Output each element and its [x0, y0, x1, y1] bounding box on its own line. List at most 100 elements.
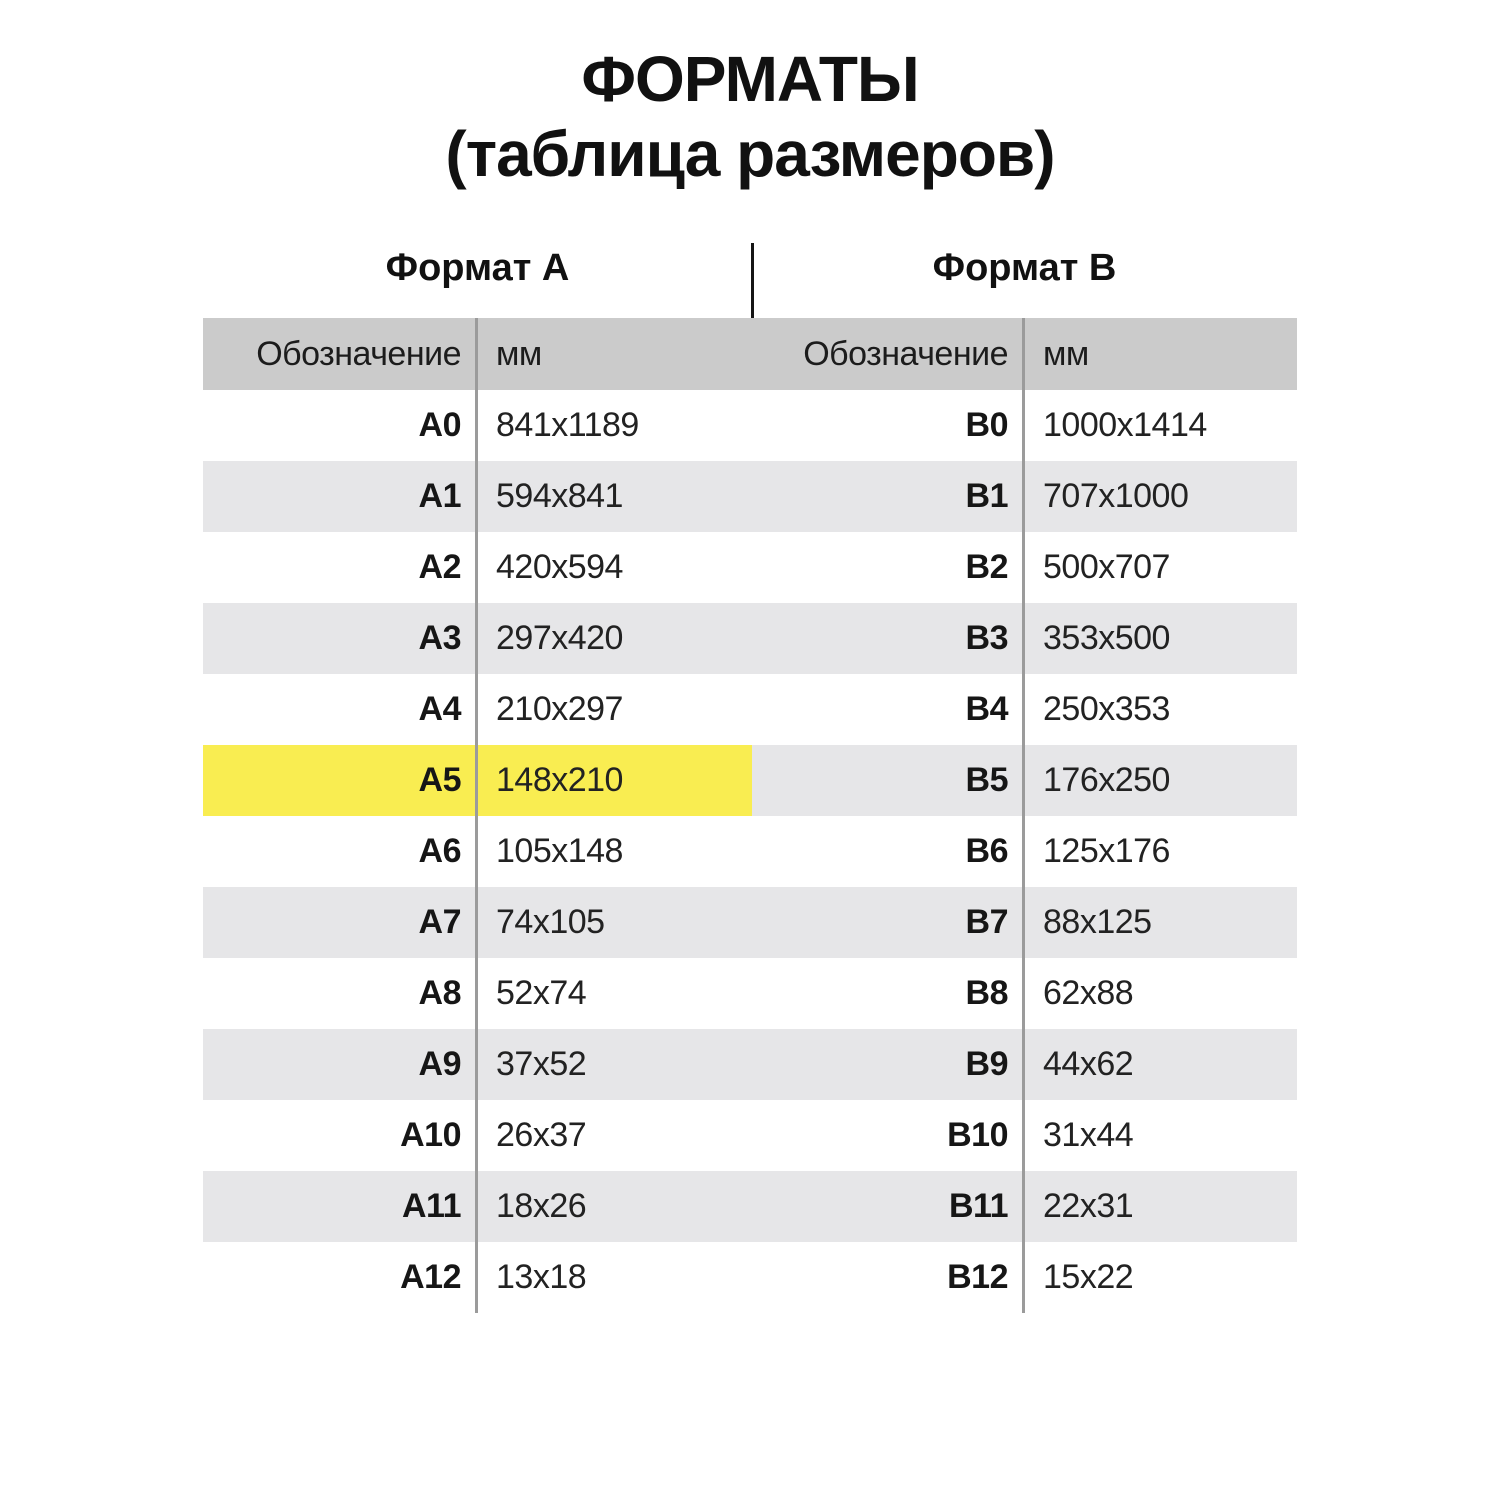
size-cell: 841x1189 — [478, 390, 752, 461]
table-a-row-half: A7 74x105 — [203, 887, 752, 958]
table-row: A8 52x74 B8 62x88 — [203, 958, 1297, 1029]
designation-cell: B1 — [752, 461, 1025, 532]
table-row: A7 74x105 B7 88x125 — [203, 887, 1297, 958]
table-row: A11 18x26 B11 22x31 — [203, 1171, 1297, 1242]
table-b-row-half: B5 176x250 — [752, 745, 1297, 816]
designation-cell: A8 — [203, 958, 478, 1029]
designation-cell: A0 — [203, 390, 478, 461]
size-cell: 594x841 — [478, 461, 752, 532]
designation-cell: A4 — [203, 674, 478, 745]
table-b-row-half: B12 15x22 — [752, 1242, 1297, 1313]
size-cell: 420x594 — [478, 532, 752, 603]
format-b-title: Формат B — [932, 247, 1117, 289]
size-cell: 74x105 — [478, 887, 752, 958]
size-cell: 250x353 — [1025, 674, 1297, 745]
size-cell: 500x707 — [1025, 532, 1297, 603]
table-b-row-half: B8 62x88 — [752, 958, 1297, 1029]
size-cell: 1000x1414 — [1025, 390, 1297, 461]
designation-cell: B11 — [752, 1171, 1025, 1242]
size-cell: 210x297 — [478, 674, 752, 745]
table-a-row-half: A4 210x297 — [203, 674, 752, 745]
size-cell: 148x210 — [478, 745, 752, 816]
designation-cell: A12 — [203, 1242, 478, 1313]
size-cell: 62x88 — [1025, 958, 1297, 1029]
title-line-2: (таблица размеров) — [445, 118, 1055, 190]
table-row: A4 210x297 B4 250x353 — [203, 674, 1297, 745]
table-a-row-half: A3 297x420 — [203, 603, 752, 674]
mm-column-header: мм — [478, 318, 752, 390]
size-cell: 125x176 — [1025, 816, 1297, 887]
table-a-header-half: Обозначение мм — [203, 318, 752, 390]
table-row: A2 420x594 B2 500x707 — [203, 532, 1297, 603]
size-cell: 13x18 — [478, 1242, 752, 1313]
size-cell: 37x52 — [478, 1029, 752, 1100]
table-a-row-half: A8 52x74 — [203, 958, 752, 1029]
designation-cell: B6 — [752, 816, 1025, 887]
table-a-row-half: A12 13x18 — [203, 1242, 752, 1313]
designation-cell: A9 — [203, 1029, 478, 1100]
size-cell: 353x500 — [1025, 603, 1297, 674]
table-a-row-half: A9 37x52 — [203, 1029, 752, 1100]
format-a-title: Формат А — [385, 247, 570, 289]
size-cell: 31x44 — [1025, 1100, 1297, 1171]
designation-cell: B9 — [752, 1029, 1025, 1100]
table-a-row-half: A0 841x1189 — [203, 390, 752, 461]
page-title: ФОРМАТЫ (таблица размеров) — [0, 42, 1500, 192]
designation-cell: B5 — [752, 745, 1025, 816]
table-header-row: Обозначение мм Обозначение мм — [203, 318, 1297, 390]
table-b-row-half: B6 125x176 — [752, 816, 1297, 887]
designation-cell: B2 — [752, 532, 1025, 603]
designation-cell: A10 — [203, 1100, 478, 1171]
table-row: A9 37x52 B9 44x62 — [203, 1029, 1297, 1100]
size-cell: 105x148 — [478, 816, 752, 887]
size-cell: 18x26 — [478, 1171, 752, 1242]
table-a-row-half: A2 420x594 — [203, 532, 752, 603]
table-b-row-half: B10 31x44 — [752, 1100, 1297, 1171]
table-row: A5 148x210 B5 176x250 — [203, 745, 1297, 816]
designation-column-header: Обозначение — [752, 318, 1025, 390]
designation-cell: B8 — [752, 958, 1025, 1029]
table-row: A1 594x841 B1 707x1000 — [203, 461, 1297, 532]
designation-cell: B0 — [752, 390, 1025, 461]
designation-cell: B7 — [752, 887, 1025, 958]
table-a-row-half: A1 594x841 — [203, 461, 752, 532]
designation-cell: A6 — [203, 816, 478, 887]
size-cell: 26x37 — [478, 1100, 752, 1171]
table-a-row-half: A5 148x210 — [203, 745, 752, 816]
size-cell: 707x1000 — [1025, 461, 1297, 532]
table-row: A10 26x37 B10 31x44 — [203, 1100, 1297, 1171]
size-cell: 88x125 — [1025, 887, 1297, 958]
designation-cell: B10 — [752, 1100, 1025, 1171]
table-b-row-half: B3 353x500 — [752, 603, 1297, 674]
designation-column-header: Обозначение — [203, 318, 478, 390]
table-b-row-half: B1 707x1000 — [752, 461, 1297, 532]
size-cell: 22x31 — [1025, 1171, 1297, 1242]
table-b-row-half: B9 44x62 — [752, 1029, 1297, 1100]
designation-cell: A7 — [203, 887, 478, 958]
table-b-row-half: B11 22x31 — [752, 1171, 1297, 1242]
designation-cell: B12 — [752, 1242, 1025, 1313]
table-b-row-half: B2 500x707 — [752, 532, 1297, 603]
table-a-row-half: A10 26x37 — [203, 1100, 752, 1171]
size-cell: 44x62 — [1025, 1029, 1297, 1100]
table-b-row-half: B0 1000x1414 — [752, 390, 1297, 461]
table-a-row-half: A6 105x148 — [203, 816, 752, 887]
size-cell: 52x74 — [478, 958, 752, 1029]
designation-cell: A11 — [203, 1171, 478, 1242]
designation-cell: A1 — [203, 461, 478, 532]
table-row: A0 841x1189 B0 1000x1414 — [203, 390, 1297, 461]
table-a-row-half: A11 18x26 — [203, 1171, 752, 1242]
designation-cell: A5 — [203, 745, 478, 816]
designation-cell: B4 — [752, 674, 1025, 745]
table-row: A6 105x148 B6 125x176 — [203, 816, 1297, 887]
table-row: A12 13x18 B12 15x22 — [203, 1242, 1297, 1313]
mm-column-header: мм — [1025, 318, 1297, 390]
size-table: Обозначение мм Обозначение мм A0 841x1189 B0 10… — [203, 318, 1297, 1313]
designation-cell: A2 — [203, 532, 478, 603]
table-row: A3 297x420 B3 353x500 — [203, 603, 1297, 674]
designation-cell: A3 — [203, 603, 478, 674]
table-b-header-half: Обозначение мм — [752, 318, 1297, 390]
designation-cell: B3 — [752, 603, 1025, 674]
table-b-row-half: B4 250x353 — [752, 674, 1297, 745]
